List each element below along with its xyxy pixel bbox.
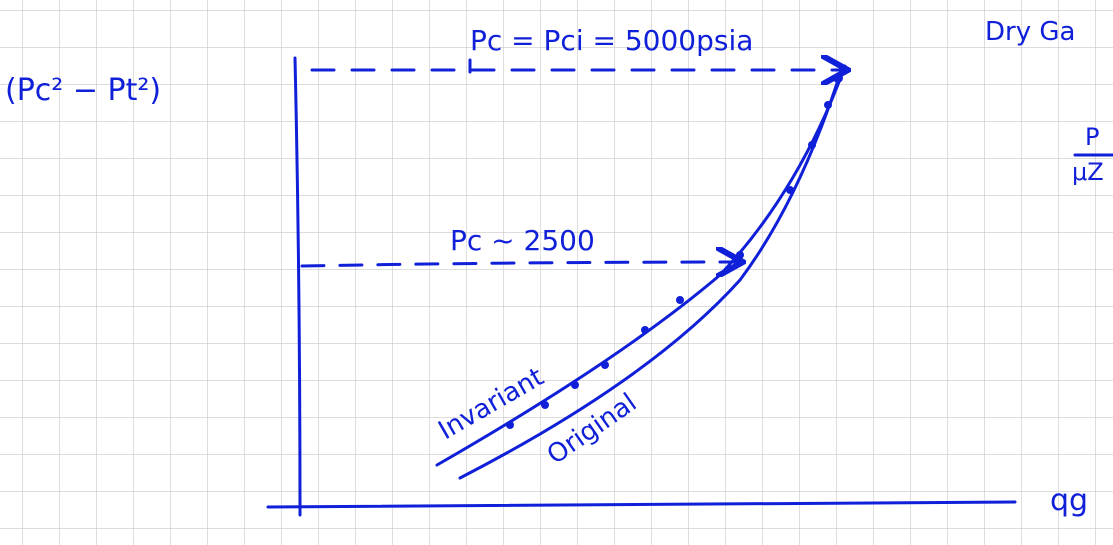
corner-note: Dry Ga xyxy=(985,17,1075,47)
x-axis-label: qg xyxy=(1050,483,1088,518)
top-note: Pc = Pci = 5000psia xyxy=(470,24,753,57)
ratio-top: P xyxy=(1085,123,1099,151)
sketch-page: Pc = Pci = 5000psia Dry Ga (Pc² − Pt²) P… xyxy=(0,0,1113,545)
ratio-bottom: μZ xyxy=(1072,158,1104,186)
y-axis-label: (Pc² − Pt²) xyxy=(5,73,161,108)
mid-note: Pc ~ 2500 xyxy=(450,224,595,257)
